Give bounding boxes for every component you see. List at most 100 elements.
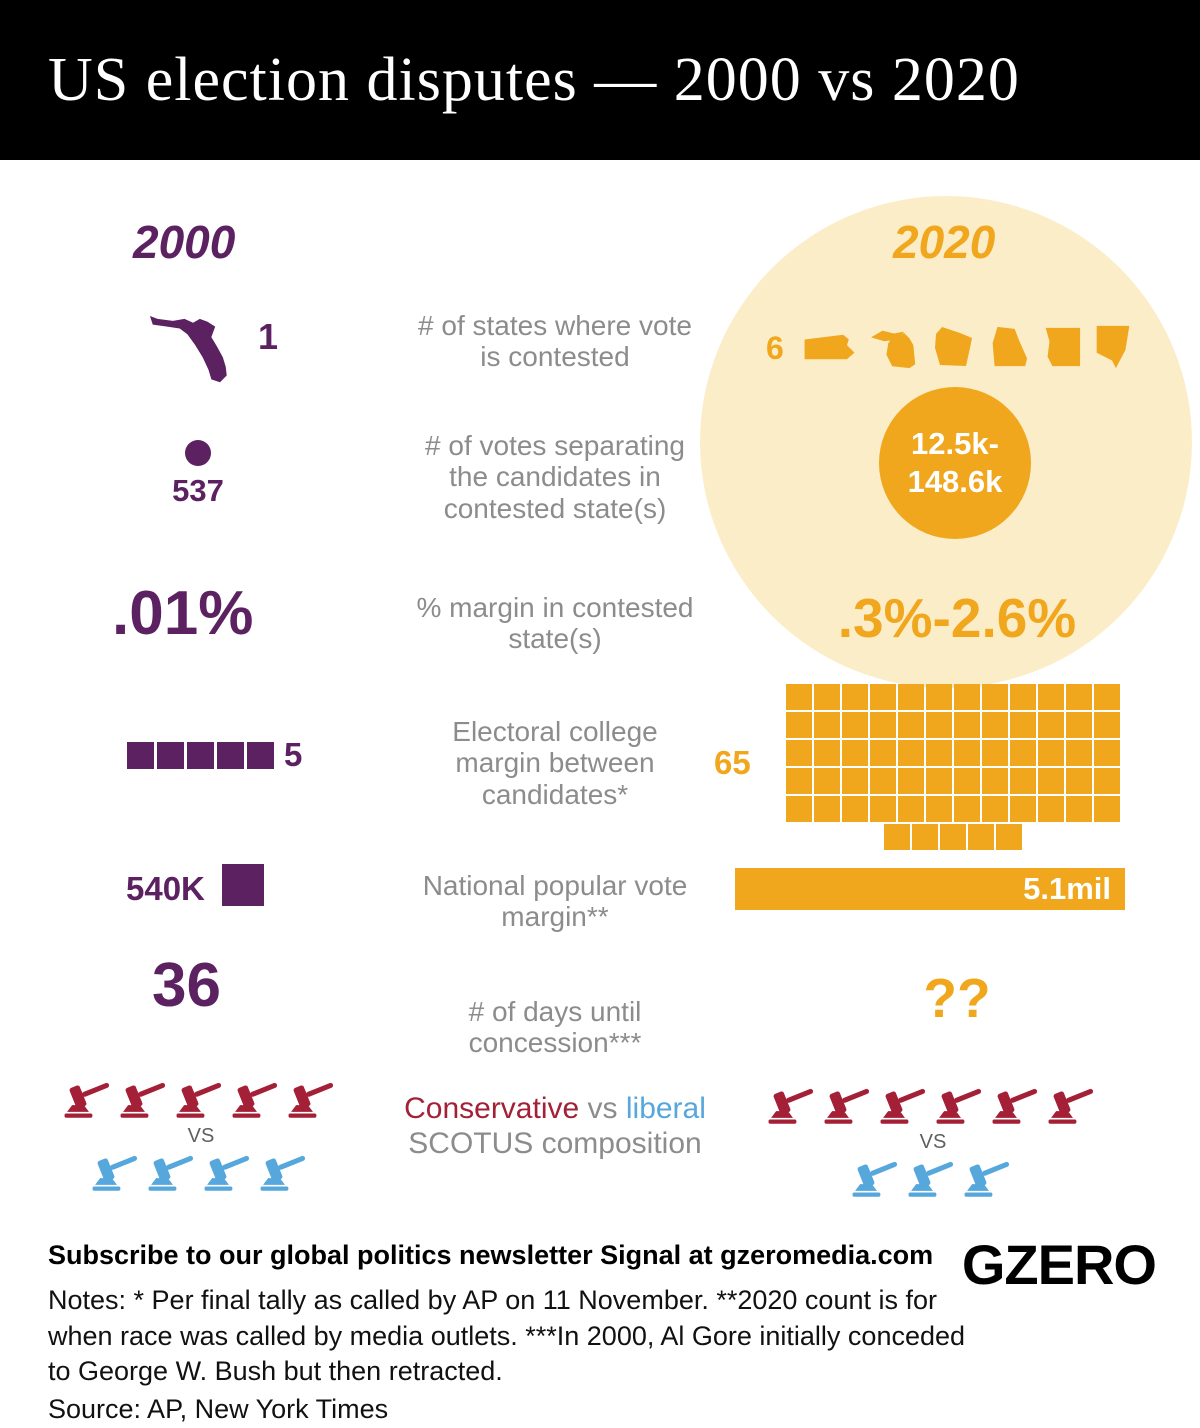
gzero-logo: GZERO — [961, 1233, 1157, 1296]
column-header-2020: 2020 — [893, 216, 996, 268]
waffle-row — [786, 712, 1120, 738]
electoral-vote-square — [1010, 768, 1036, 794]
gavel-icon — [120, 1082, 166, 1118]
electoral-margin-2020-value: 65 — [714, 744, 751, 781]
states-contested-label: # of states where vote is contested — [355, 310, 755, 373]
liberal-text: liberal — [625, 1092, 706, 1125]
column-header-2000: 2000 — [133, 216, 236, 268]
electoral-vote-square — [842, 684, 868, 710]
electoral-vote-square — [786, 712, 812, 738]
source-line: Source: AP, New York Times — [48, 1394, 389, 1424]
electoral-vote-square — [982, 796, 1008, 822]
scotus-2000-liberal-row — [90, 1153, 312, 1193]
electoral-vote-square — [842, 796, 868, 822]
waffle-row — [786, 740, 1120, 766]
scotus-2000-group: VS — [58, 1080, 344, 1193]
electoral-vote-square — [814, 684, 840, 710]
electoral-margin-label: Electoral college margin between candida… — [355, 716, 755, 810]
label-line: margin between — [455, 747, 655, 779]
electoral-vote-square — [1010, 740, 1036, 766]
electoral-vote-square — [1038, 740, 1064, 766]
electoral-vote-square — [1038, 768, 1064, 794]
electoral-vote-square — [926, 712, 952, 738]
electoral-vote-square — [968, 824, 994, 850]
electoral-vote-square — [870, 740, 896, 766]
conservative-text: Conservative — [404, 1092, 580, 1125]
electoral-vote-square — [870, 796, 896, 822]
electoral-vote-square — [982, 768, 1008, 794]
electoral-vote-square — [898, 684, 924, 710]
electoral-vote-square — [1094, 768, 1120, 794]
electoral-vote-square — [898, 768, 924, 794]
waffle-row — [786, 684, 1120, 710]
electoral-waffle-2020 — [784, 684, 1122, 850]
states-contested-2000-value: 1 — [258, 316, 279, 357]
gavel-icon — [148, 1155, 194, 1191]
gavel-icon — [64, 1082, 110, 1118]
electoral-vote-square — [157, 742, 184, 769]
electoral-vote-square — [912, 824, 938, 850]
pct-margin-2020-value: .3%-2.6% — [837, 587, 1077, 649]
georgia-state-icon — [992, 326, 1028, 367]
electoral-vote-square — [884, 824, 910, 850]
electoral-vote-square — [996, 824, 1022, 850]
gavel-icon — [288, 1082, 334, 1118]
label-line: National popular vote — [422, 870, 688, 901]
gavel-icon — [964, 1161, 1010, 1197]
electoral-vote-square — [1010, 684, 1036, 710]
label-line: margin** — [501, 901, 609, 933]
gavel-icon — [768, 1088, 814, 1124]
scotus-2000-vs-label: VS — [187, 1125, 215, 1147]
scotus-label-line1: Conservative vs liberal — [355, 1092, 755, 1127]
scotus-2020-liberal-row — [850, 1159, 1016, 1199]
electoral-vote-square — [842, 712, 868, 738]
electoral-vote-square — [926, 796, 952, 822]
electoral-vote-square — [814, 712, 840, 738]
popular-vote-2020-value: 5.1mil — [1023, 871, 1111, 906]
electoral-vote-square — [247, 742, 274, 769]
electoral-vote-square — [786, 796, 812, 822]
gavel-icon — [880, 1088, 926, 1124]
scotus-2000-conservative-row — [62, 1080, 340, 1120]
gavel-icon — [936, 1088, 982, 1124]
label-line: state(s) — [508, 623, 602, 655]
waffle-row — [884, 824, 1022, 850]
popular-vote-2020-bar: 5.1mil — [735, 868, 1125, 910]
electoral-vote-square — [954, 740, 980, 766]
footnotes: Notes: * Per final tally as called by AP… — [48, 1285, 966, 1387]
vote-dot-icon — [185, 440, 211, 466]
electoral-vote-square — [814, 768, 840, 794]
pennsylvania-state-icon — [804, 334, 855, 360]
electoral-vote-square — [1066, 712, 1092, 738]
popular-vote-2000-value: 540K — [126, 870, 205, 907]
pct-margin-label: % margin in contested state(s) — [355, 592, 755, 655]
votes-separating-2000: 537 — [156, 440, 240, 509]
electoral-vote-square — [1010, 796, 1036, 822]
popular-vote-label: National popular vote margin** — [355, 870, 755, 933]
electoral-vote-square — [814, 740, 840, 766]
electoral-vote-square — [982, 740, 1008, 766]
header-bar: US election disputes — 2000 vs 2020 — [0, 0, 1200, 160]
electoral-vote-square — [1094, 740, 1120, 766]
electoral-vote-square — [1094, 712, 1120, 738]
electoral-vote-square — [1094, 684, 1120, 710]
label-line: # of states where vote — [418, 310, 692, 341]
label-line: the candidates in — [449, 461, 661, 493]
label-line: is contested — [480, 341, 630, 373]
electoral-vote-square — [982, 712, 1008, 738]
electoral-vote-square — [954, 712, 980, 738]
electoral-squares-2000 — [127, 742, 274, 769]
electoral-vote-square — [926, 768, 952, 794]
label-line: % margin in contested — [416, 592, 694, 623]
label-line: # of days until — [468, 996, 642, 1027]
electoral-vote-square — [1010, 712, 1036, 738]
votes-separating-label: # of votes separating the candidates in … — [355, 430, 755, 524]
votes-separating-2020-value-line1: 12.5k- — [911, 426, 999, 462]
subscribe-line: Subscribe to our global politics newslet… — [48, 1240, 934, 1270]
gavel-icon — [1048, 1088, 1094, 1124]
electoral-vote-square — [786, 684, 812, 710]
electoral-vote-square — [954, 796, 980, 822]
votes-separating-2000-value: 537 — [172, 473, 224, 508]
electoral-vote-square — [1066, 684, 1092, 710]
